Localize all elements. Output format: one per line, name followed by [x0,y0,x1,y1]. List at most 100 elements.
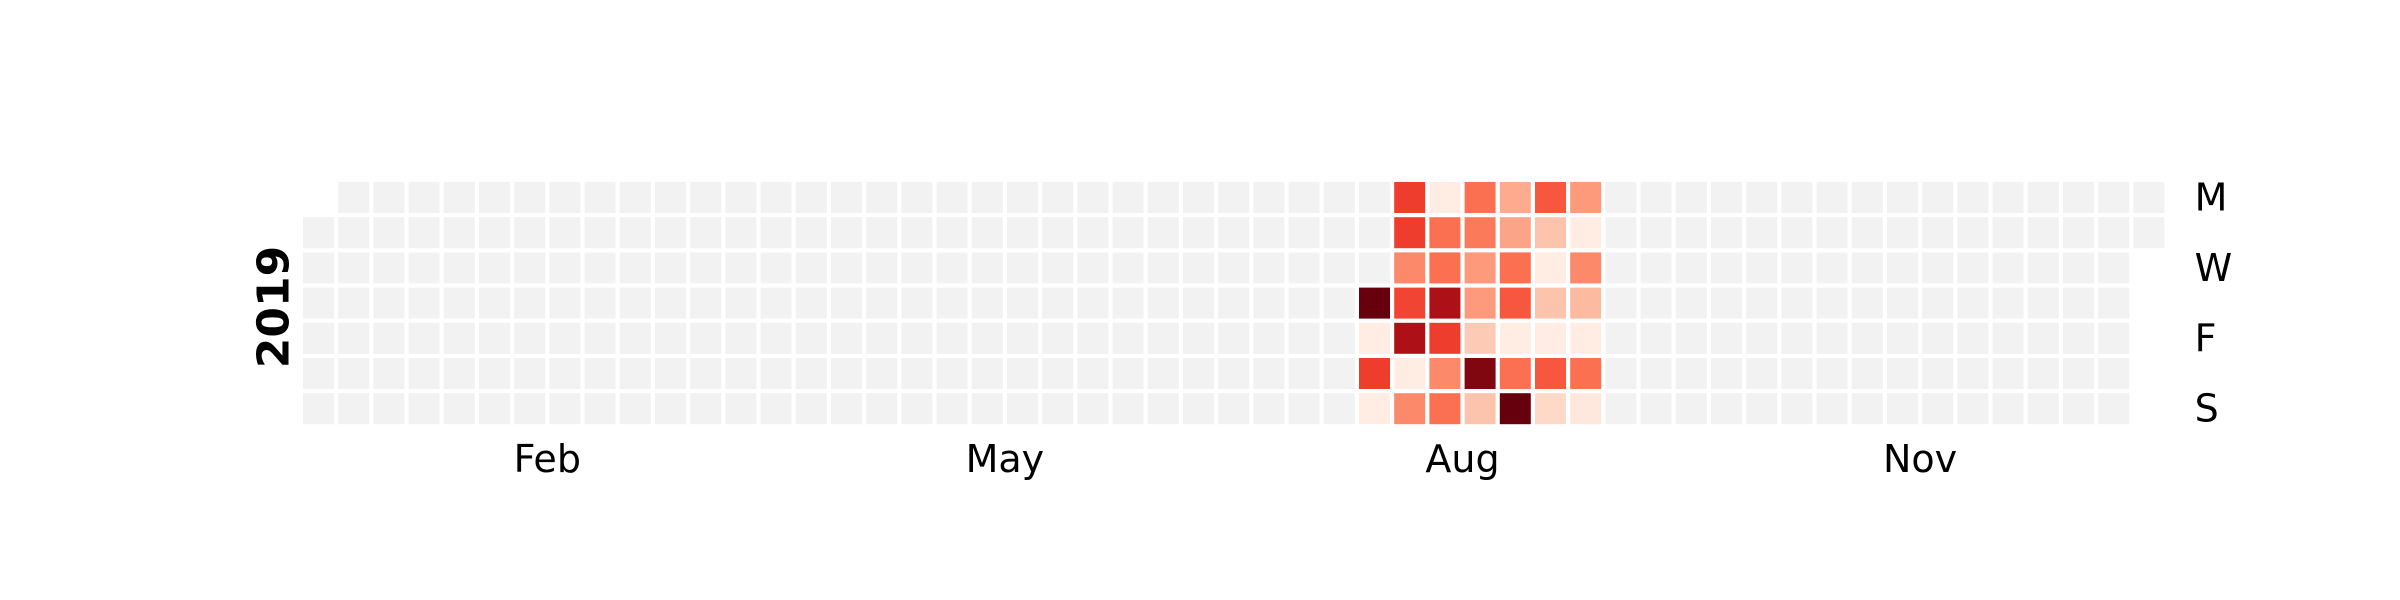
heatmap-cell [1465,358,1496,389]
heatmap-cell [373,217,404,248]
heatmap-cell [796,323,827,354]
heatmap-cell [1887,358,1918,389]
heatmap-cell [444,182,475,213]
heatmap-cell [1394,393,1425,424]
heatmap-cell [761,393,792,424]
heatmap-cell [1676,323,1707,354]
heatmap-cell [1641,288,1672,319]
heatmap-cell [409,288,440,319]
heatmap-cell [1113,252,1144,283]
heatmap-cell [866,217,897,248]
heatmap-cell [1852,323,1883,354]
heatmap-cell [2098,358,2129,389]
heatmap-cell [725,288,756,319]
heatmap-cell [1148,358,1179,389]
heatmap-cell [549,217,580,248]
heatmap-cell [1993,182,2024,213]
heatmap-cell [901,252,932,283]
heatmap-cell [303,217,334,248]
heatmap-cell [1852,182,1883,213]
heatmap-cell [1394,182,1425,213]
heatmap-cell [690,358,721,389]
heatmap-cell [2028,358,2059,389]
heatmap-cell [796,393,827,424]
heatmap-cell [373,182,404,213]
heatmap-cell [1781,182,1812,213]
heatmap-cell [1746,182,1777,213]
heatmap-cell [1605,252,1636,283]
heatmap-cell [479,288,510,319]
heatmap-cell [655,217,686,248]
heatmap-cell [1218,252,1249,283]
heatmap-cell [585,288,616,319]
heatmap-cell [1429,252,1460,283]
heatmap-cell [1500,288,1531,319]
heatmap-cell [1218,217,1249,248]
heatmap-cell [1605,288,1636,319]
heatmap-cell [761,252,792,283]
heatmap-cell [1887,288,1918,319]
heatmap-cell [1042,217,1073,248]
heatmap-cell [1218,393,1249,424]
heatmap-cell [2028,323,2059,354]
heatmap-cell [338,358,369,389]
heatmap-cell [1676,288,1707,319]
heatmap-cell [1746,288,1777,319]
heatmap-cell [831,358,862,389]
heatmap-cell [1359,323,1390,354]
heatmap-cell [972,288,1003,319]
heatmap-cell [796,182,827,213]
heatmap-cell [1465,393,1496,424]
heatmap-cell [1429,323,1460,354]
heatmap-cell [1746,252,1777,283]
heatmap-cell [1957,323,1988,354]
heatmap-cell [901,288,932,319]
heatmap-cell [1781,323,1812,354]
heatmap-cell [972,217,1003,248]
heatmap-cell [1148,182,1179,213]
heatmap-cell [1641,393,1672,424]
heatmap-cell [1957,358,1988,389]
heatmap-cell [1781,217,1812,248]
heatmap-cell [1817,393,1848,424]
heatmap-cell [1922,217,1953,248]
heatmap-cell [725,393,756,424]
heatmap-cell [1852,393,1883,424]
heatmap-cell [725,252,756,283]
heatmap-cell [1957,252,1988,283]
heatmap-cell [373,288,404,319]
heatmap-cell [1359,393,1390,424]
heatmap-cell [2028,182,2059,213]
heatmap-cell [1605,182,1636,213]
heatmap-cell [1500,252,1531,283]
heatmap-cell [1676,358,1707,389]
day-label: W [2195,246,2233,290]
day-label: S [2195,387,2219,431]
heatmap-cell [1605,358,1636,389]
heatmap-cell [1781,393,1812,424]
heatmap-cell [1535,182,1566,213]
heatmap-cell [972,393,1003,424]
heatmap-cell [1324,217,1355,248]
heatmap-cell [1253,252,1284,283]
heatmap-cell [1007,323,1038,354]
heatmap-cell [1218,288,1249,319]
heatmap-cell [901,323,932,354]
heatmap-cell [338,323,369,354]
heatmap-cell [1007,217,1038,248]
year-label: 2019 [249,246,300,368]
month-labels: Feb May Aug Nov [514,437,1958,481]
heatmap-cell [1077,358,1108,389]
heatmap-cell [514,217,545,248]
heatmap-cell [620,252,651,283]
heatmap-cell [1007,358,1038,389]
heatmap-cell [972,323,1003,354]
heatmap-cell [1218,323,1249,354]
heatmap-cell [937,358,968,389]
heatmap-cell [761,323,792,354]
heatmap-cell [1077,252,1108,283]
heatmap-cell [338,182,369,213]
heatmap-cell [514,393,545,424]
heatmap-cell [1289,358,1320,389]
